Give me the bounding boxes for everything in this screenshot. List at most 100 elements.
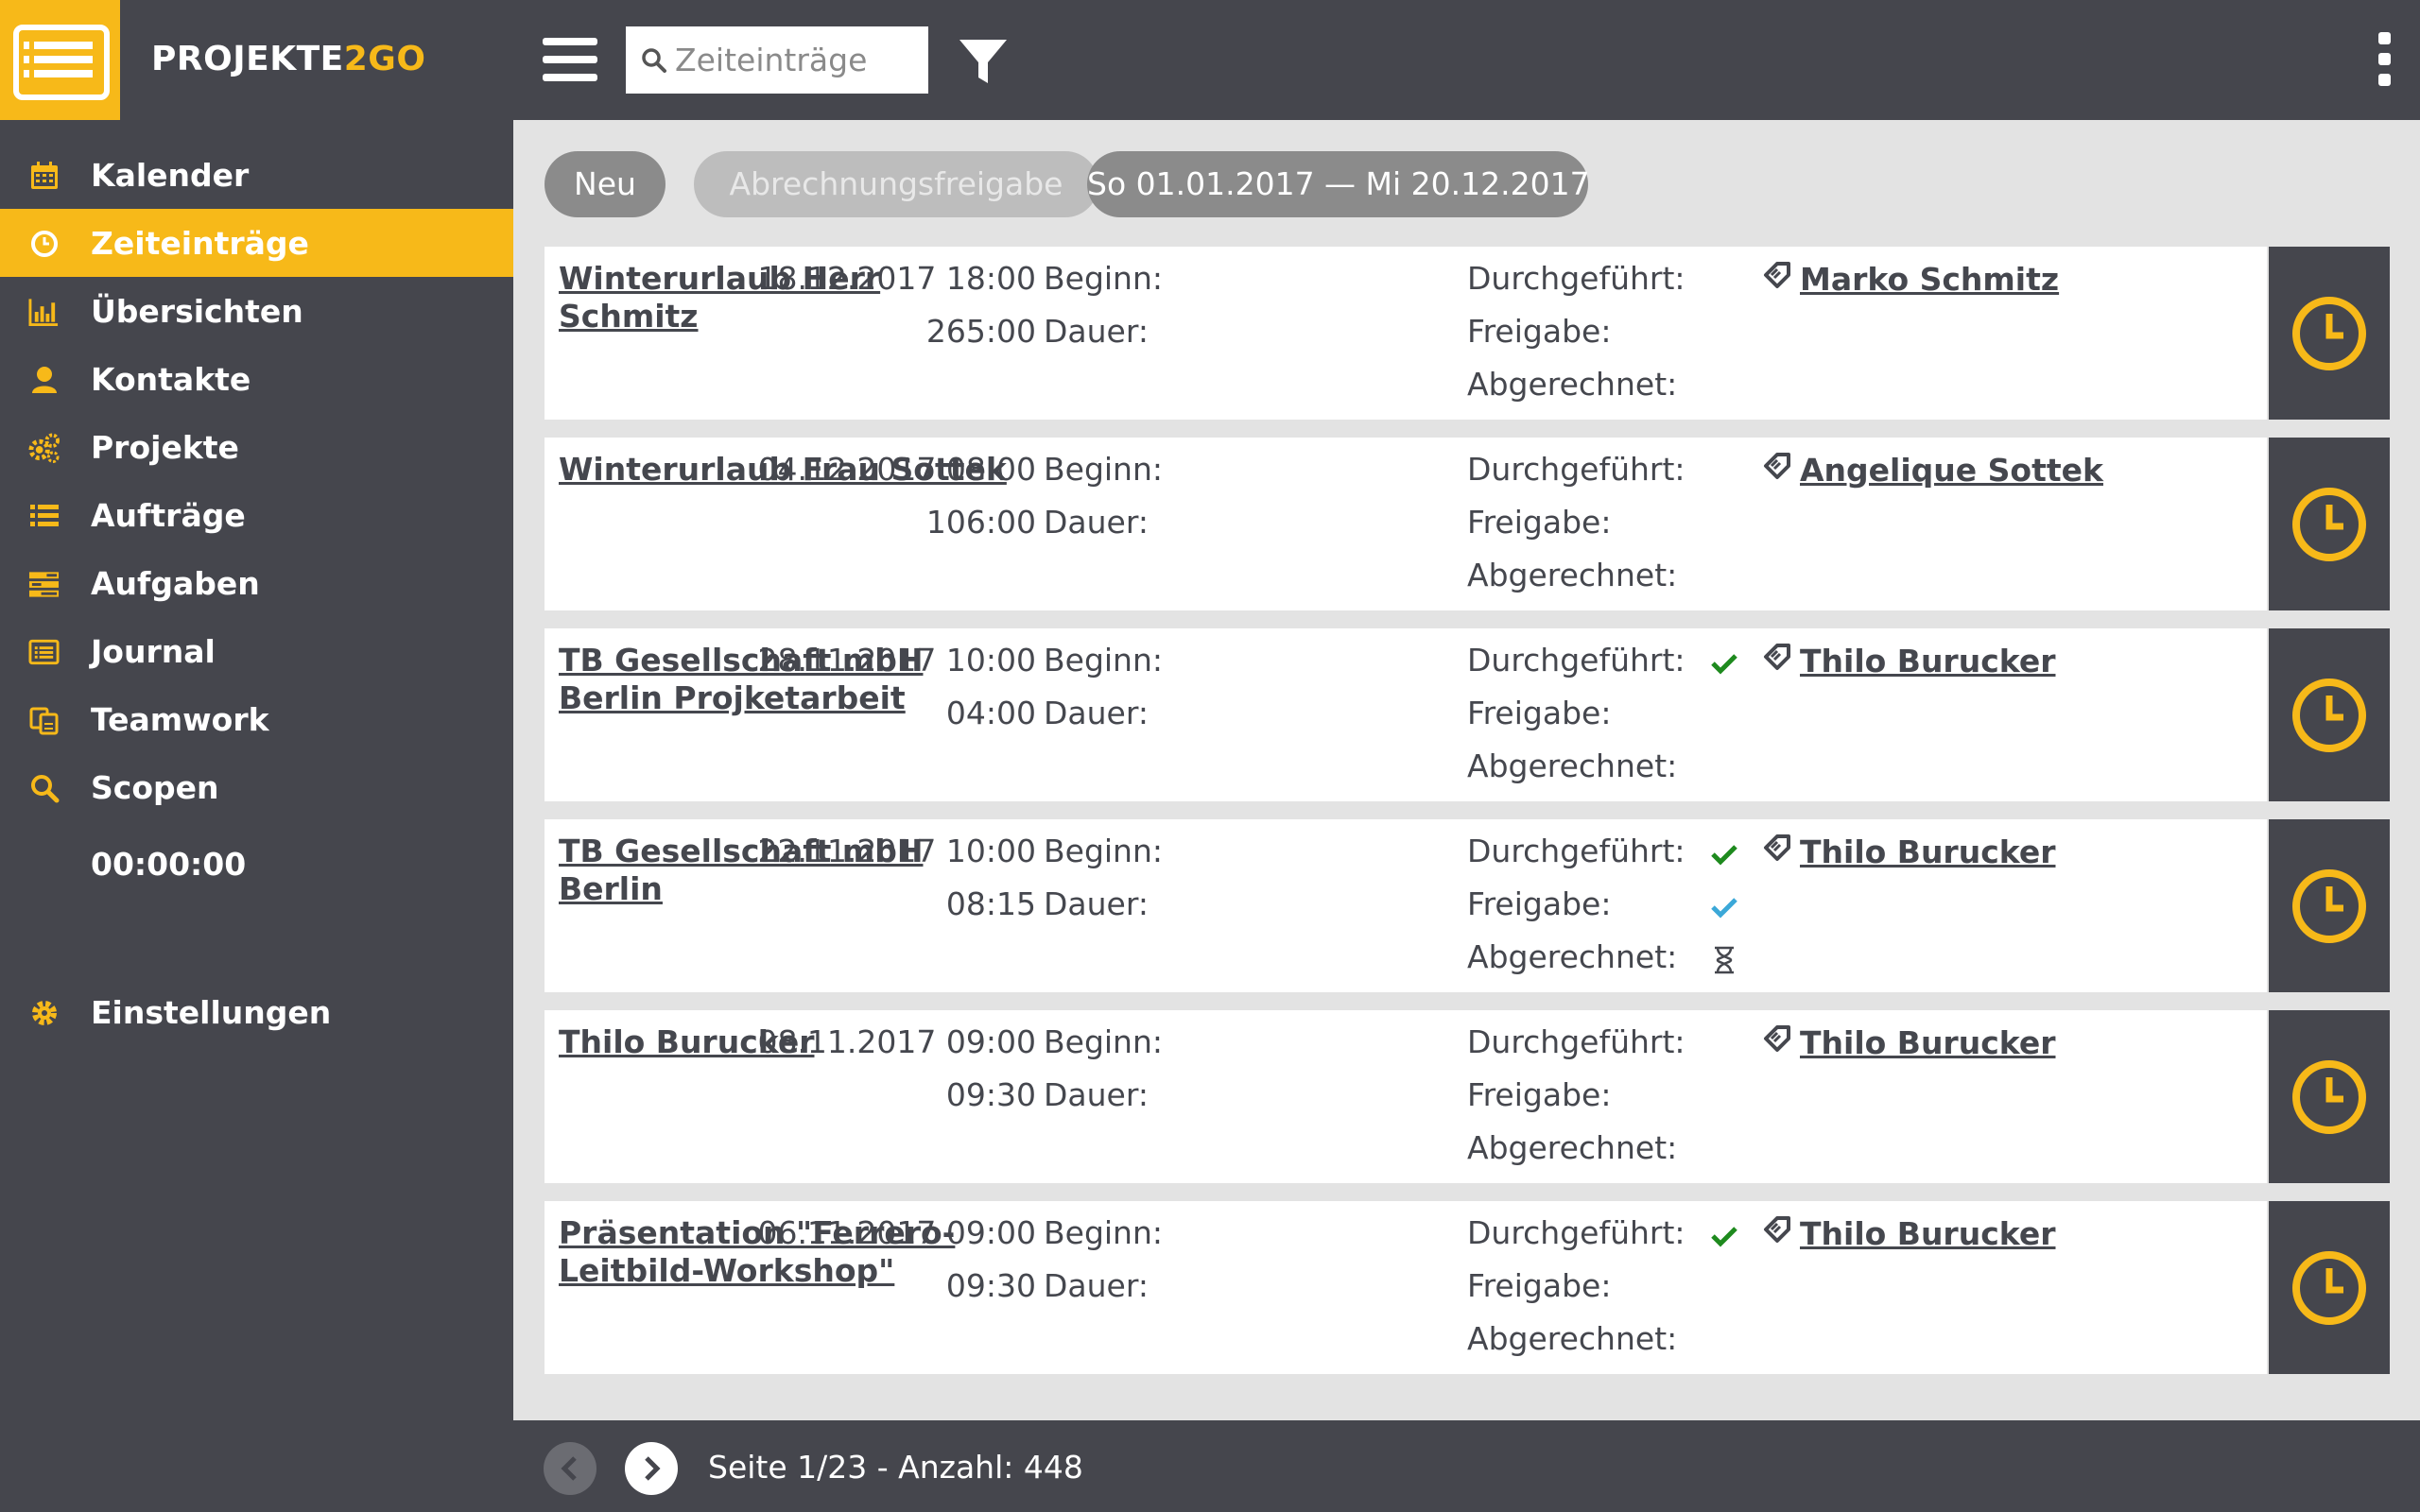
list-icon bbox=[28, 500, 60, 531]
time-entry-card[interactable]: Thilo Burucker Beginn: Dauer: 08.11.2017 09… bbox=[544, 1010, 2267, 1183]
person-link[interactable]: Thilo Burucker bbox=[1762, 642, 2055, 679]
gears-icon bbox=[28, 432, 60, 463]
sidebar-item-label: Scopen bbox=[91, 768, 219, 806]
app-logo[interactable] bbox=[0, 0, 120, 120]
person-link[interactable]: Thilo Burucker bbox=[1762, 1023, 2055, 1061]
start-timer-button[interactable] bbox=[2269, 819, 2390, 992]
duration-label: Dauer: bbox=[1044, 504, 1149, 541]
sidebar-item-kalender[interactable]: Kalender bbox=[0, 141, 513, 209]
sidebar-item-zeiteintraege[interactable]: Zeiteinträge bbox=[0, 209, 513, 277]
entry-title-link[interactable]: Präsentation "Ferrero-Leitbild-Workshop" bbox=[559, 1214, 956, 1289]
release-label: Freigabe: bbox=[1467, 1267, 1612, 1304]
billed-label: Abgerechnet: bbox=[1467, 938, 1678, 975]
entry-title-link[interactable]: Thilo Burucker bbox=[559, 1023, 815, 1060]
next-page-button[interactable] bbox=[625, 1442, 678, 1495]
done-label: Durchgeführt: bbox=[1467, 642, 1685, 679]
person-icon bbox=[28, 364, 60, 395]
duration-value: 09:30 bbox=[945, 1267, 1036, 1304]
time-entry-card[interactable]: Präsentation "Ferrero-Leitbild-Workshop"… bbox=[544, 1201, 2267, 1374]
begin-label: Beginn: bbox=[1044, 642, 1164, 679]
sidebar-item-journal[interactable]: Journal bbox=[0, 617, 513, 685]
sidebar-item-aufgaben[interactable]: Aufgaben bbox=[0, 549, 513, 617]
clock-icon bbox=[2292, 296, 2366, 370]
gear-icon bbox=[28, 997, 60, 1028]
sidebar-item-einstellungen[interactable]: Einstellungen bbox=[0, 978, 513, 1046]
clock-icon bbox=[2292, 1250, 2366, 1325]
search-icon bbox=[28, 772, 60, 803]
new-button[interactable]: Neu bbox=[544, 151, 666, 217]
person-link[interactable]: Angelique Sottek bbox=[1762, 451, 2103, 489]
timer-display: 00:00:00 bbox=[91, 846, 247, 883]
start-timer-button[interactable] bbox=[2269, 1201, 2390, 1374]
date-range-button[interactable]: So 01.01.2017 — Mi 20.12.2017 bbox=[1087, 151, 1590, 217]
sidebar-item-kontakte[interactable]: Kontakte bbox=[0, 345, 513, 413]
sidebar-item-projekte[interactable]: Projekte bbox=[0, 413, 513, 481]
entry-title-link[interactable]: TB Gesellschaft mbH Berlin bbox=[559, 833, 924, 907]
begin-value: 22.11.2017 10:00 bbox=[757, 833, 1036, 869]
release-check-icon bbox=[1710, 893, 1738, 921]
time-entry-card[interactable]: TB Gesellschaft mbH Berlin Beginn: Dauer: 2… bbox=[544, 819, 2267, 992]
done-label: Durchgeführt: bbox=[1467, 451, 1685, 488]
start-timer-button[interactable] bbox=[2269, 247, 2390, 420]
person-name: Thilo Burucker bbox=[1800, 1023, 2056, 1061]
person-link[interactable]: Marko Schmitz bbox=[1762, 260, 2059, 298]
tasks-icon bbox=[28, 568, 60, 599]
begin-label: Beginn: bbox=[1044, 1214, 1164, 1251]
sidebar-item-label: Aufträge bbox=[91, 496, 246, 534]
sidebar-item-scopen[interactable]: Scopen bbox=[0, 753, 513, 821]
duration-label: Dauer: bbox=[1044, 1076, 1149, 1113]
filter-icon[interactable] bbox=[957, 36, 1010, 89]
duration-label: Dauer: bbox=[1044, 695, 1149, 731]
start-timer-button[interactable] bbox=[2269, 438, 2390, 610]
duration-label: Dauer: bbox=[1044, 885, 1149, 922]
time-entry-card[interactable]: TB Gesellschaft mbH Berlin Projketarbeit… bbox=[544, 628, 2267, 801]
entry-title-link[interactable]: Winterurlaub Frau Sottek bbox=[559, 451, 1007, 488]
start-timer-button[interactable] bbox=[2269, 1010, 2390, 1183]
menu-icon[interactable] bbox=[543, 38, 597, 81]
begin-label: Beginn: bbox=[1044, 1023, 1164, 1060]
release-label: Freigabe: bbox=[1467, 695, 1612, 731]
done-label: Durchgeführt: bbox=[1467, 833, 1685, 869]
sidebar-item-teamwork[interactable]: Teamwork bbox=[0, 685, 513, 753]
clock-icon bbox=[2292, 1059, 2366, 1134]
sidebar-item-label: Einstellungen bbox=[91, 993, 332, 1031]
kebab-menu-icon[interactable] bbox=[2373, 32, 2395, 87]
begin-label: Beginn: bbox=[1044, 833, 1164, 869]
begin-value: 08.11.2017 09:00 bbox=[757, 1023, 1036, 1060]
sidebar-item-label: Journal bbox=[91, 632, 216, 670]
entry-title-link[interactable]: TB Gesellschaft mbH Berlin Projketarbeit bbox=[559, 642, 924, 716]
time-entry-card[interactable]: Winterurlaub Frau Sottek Beginn: Dauer: 04.… bbox=[544, 438, 2267, 610]
sidebar-item-label: Teamwork bbox=[91, 700, 269, 738]
search-input[interactable] bbox=[675, 36, 921, 83]
person-link[interactable]: Thilo Burucker bbox=[1762, 1214, 2055, 1252]
begin-label: Beginn: bbox=[1044, 451, 1164, 488]
begin-value: 28.11.2017 10:00 bbox=[757, 642, 1036, 679]
billed-label: Abgerechnet: bbox=[1467, 747, 1678, 784]
time-entry-card[interactable]: Winterurlaub Herr Schmitz Beginn: Dauer: 18… bbox=[544, 247, 2267, 420]
tag-icon bbox=[1762, 1023, 1800, 1061]
sidebar-item-auftraege[interactable]: Aufträge bbox=[0, 481, 513, 549]
duration-value: 04:00 bbox=[945, 695, 1036, 731]
billed-label: Abgerechnet: bbox=[1467, 1129, 1678, 1166]
clock-icon bbox=[2292, 487, 2366, 561]
prev-page-button[interactable] bbox=[544, 1442, 596, 1495]
sidebar-item-label: Aufgaben bbox=[91, 564, 260, 602]
hourglass-icon bbox=[1710, 946, 1738, 974]
person-name: Thilo Burucker bbox=[1800, 1214, 2056, 1252]
person-name: Angelique Sottek bbox=[1800, 451, 2103, 489]
entry-title-link[interactable]: Winterurlaub Herr Schmitz bbox=[559, 260, 881, 335]
person-link[interactable]: Thilo Burucker bbox=[1762, 833, 2055, 870]
begin-value: 04.12.2017 08:00 bbox=[757, 451, 1036, 488]
main-content: Neu Abrechnungsfreigabe So 01.01.2017 — … bbox=[513, 120, 2420, 1420]
sidebar-item-uebersichten[interactable]: Übersichten bbox=[0, 277, 513, 345]
journal-icon bbox=[28, 636, 60, 667]
person-name: Thilo Burucker bbox=[1800, 833, 2056, 870]
logo-icon bbox=[13, 25, 110, 100]
tag-icon bbox=[1762, 260, 1800, 298]
start-timer-button[interactable] bbox=[2269, 628, 2390, 801]
duration-value: 08:15 bbox=[945, 885, 1036, 922]
person-name: Thilo Burucker bbox=[1800, 642, 2056, 679]
billing-release-button[interactable]: Abrechnungsfreigabe bbox=[694, 151, 1098, 217]
begin-value: 06.11.2017 09:00 bbox=[757, 1214, 1036, 1251]
search-box[interactable] bbox=[626, 26, 928, 94]
